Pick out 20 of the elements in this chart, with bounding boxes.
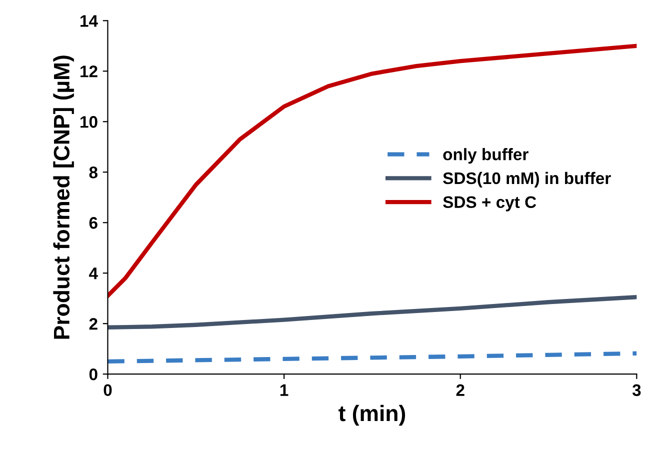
y-tick-label: 2 [89, 318, 98, 330]
x-tick-label: 3 [632, 384, 641, 396]
line-series [108, 351, 637, 364]
y-tick-label: 4 [89, 268, 98, 280]
line-series [108, 44, 637, 298]
y-tick-label: 12 [80, 66, 98, 78]
y-tick-label: 6 [89, 217, 98, 229]
legend-label: only buffer [443, 148, 528, 164]
legend-label: SDS(10 mM) in buffer [443, 172, 611, 188]
x-tick-label: 1 [280, 384, 288, 396]
y-tick-label: 10 [80, 116, 98, 128]
legend-label: SDS + cyt C [443, 196, 536, 212]
x-axis-title: t (min) [338, 404, 406, 426]
y-tick-label: 14 [80, 15, 98, 27]
line-series [108, 295, 637, 330]
y-tick-label: 8 [89, 166, 98, 178]
x-tick-label: 2 [456, 384, 464, 396]
x-tick-label: 0 [104, 384, 112, 396]
y-tick-label: 0 [89, 368, 98, 380]
y-axis-title: Product formed [CNP] (µM) [53, 56, 74, 339]
